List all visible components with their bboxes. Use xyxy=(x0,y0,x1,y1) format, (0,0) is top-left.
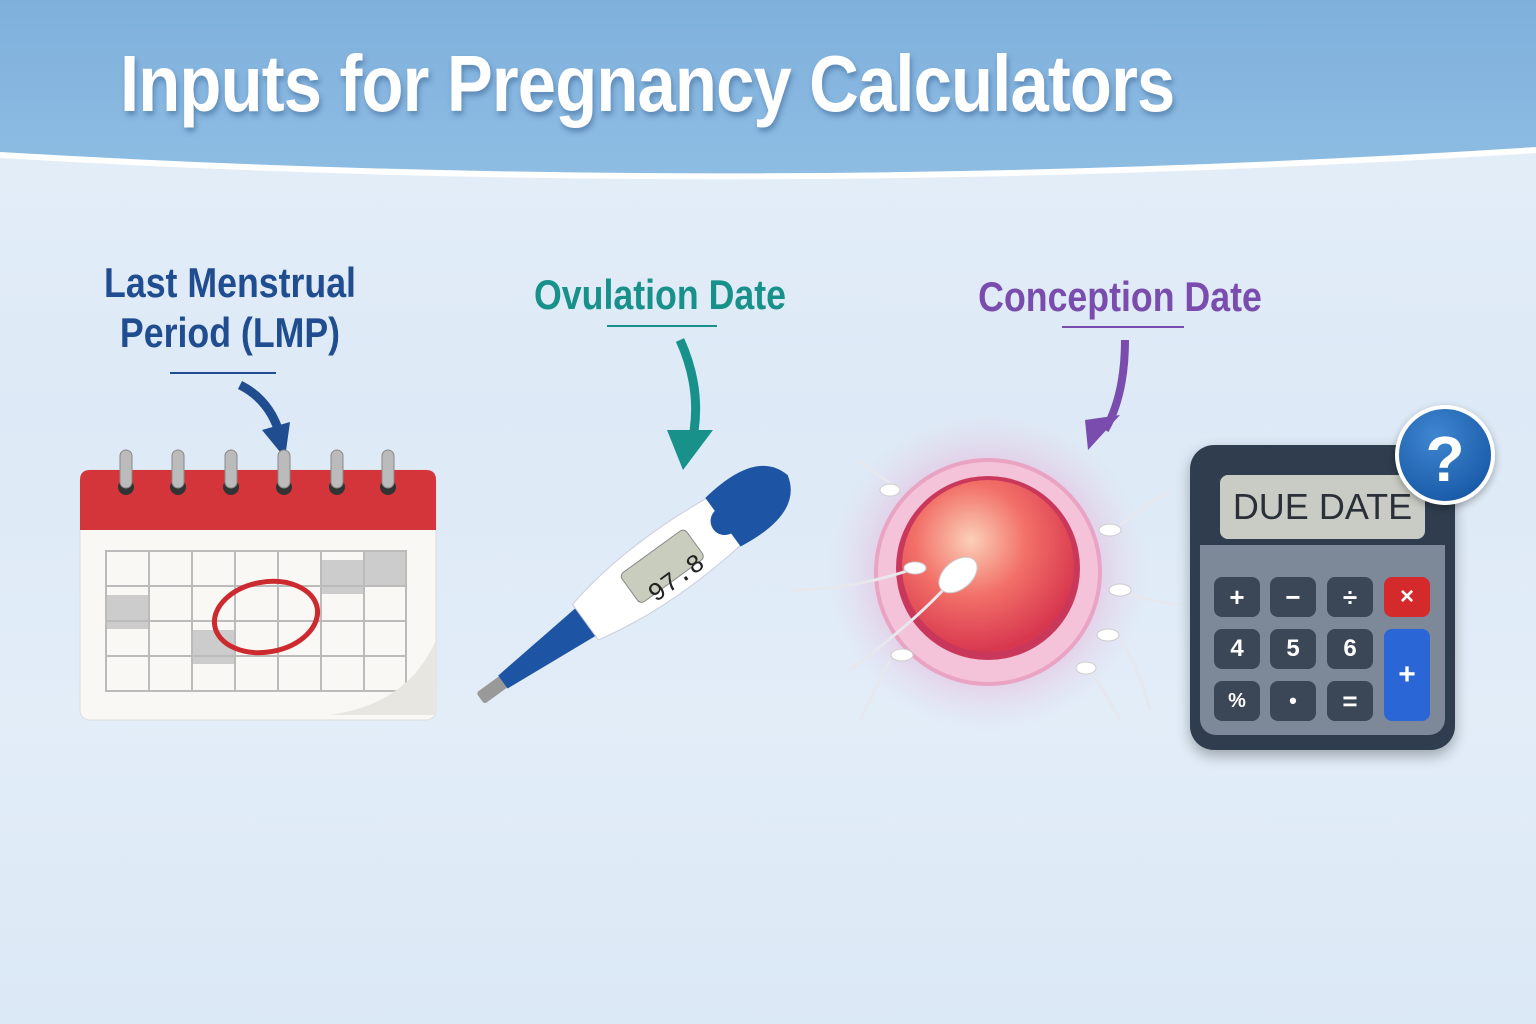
key-minus[interactable]: − xyxy=(1270,577,1316,617)
ovulation-underline xyxy=(607,325,717,327)
key-6[interactable]: 6 xyxy=(1327,629,1373,669)
key-multiply[interactable]: × xyxy=(1384,577,1430,617)
lmp-label-line1: Last Menstrual xyxy=(104,259,356,306)
key-4[interactable]: 4 xyxy=(1214,629,1260,669)
lmp-arrow-icon xyxy=(237,380,290,458)
egg-sperm-icon xyxy=(789,412,1181,732)
conception-arrow-icon xyxy=(1085,339,1129,450)
key-divide[interactable]: ÷ xyxy=(1327,577,1373,617)
key-equals[interactable]: = xyxy=(1327,681,1373,721)
key-plus[interactable]: + xyxy=(1214,577,1260,617)
calendar-icon xyxy=(79,449,437,721)
conception-underline xyxy=(1062,326,1184,328)
due-date-calculator: DUE DATE + − ÷ × 4 5 6 + % • = xyxy=(1190,445,1455,750)
key-dot[interactable]: • xyxy=(1270,681,1316,721)
key-5[interactable]: 5 xyxy=(1270,629,1316,669)
question-badge-icon: ? xyxy=(1395,405,1495,505)
key-add-tall[interactable]: + xyxy=(1384,629,1430,721)
lmp-label-line2: Period (LMP) xyxy=(119,309,341,357)
header-banner xyxy=(0,0,1536,180)
thermometer-icon: 97.8 xyxy=(477,465,791,703)
ovulation-arrow-icon xyxy=(667,338,713,470)
calculator-display: DUE DATE xyxy=(1220,475,1425,539)
lmp-underline xyxy=(170,372,276,374)
page-title: Inputs for Pregnancy Calculators xyxy=(120,39,1175,128)
ovulation-label: Ovulation Date xyxy=(534,271,786,318)
lmp-label: Last Menstrual Period (LMP) xyxy=(86,258,375,359)
key-percent[interactable]: % xyxy=(1214,681,1260,721)
conception-label: Conception Date xyxy=(978,273,1262,320)
calculator-keys: + − ÷ × 4 5 6 + % • = xyxy=(1214,577,1434,727)
